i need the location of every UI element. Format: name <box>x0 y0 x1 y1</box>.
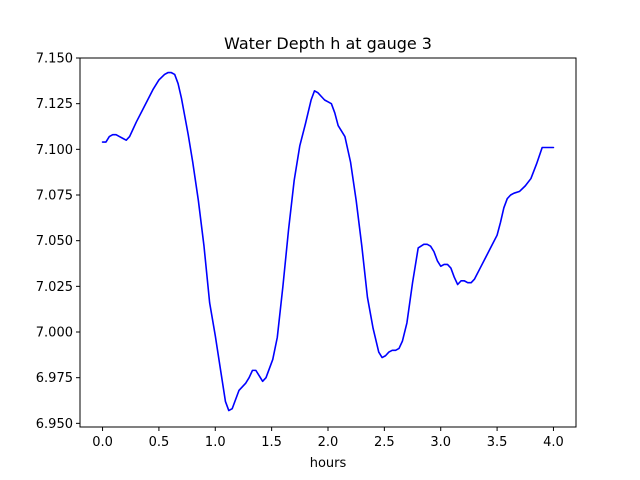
x-tick-label: 0.5 <box>149 435 170 450</box>
y-tick-label: 7.100 <box>36 143 73 158</box>
x-tick-label: 3.0 <box>430 435 451 450</box>
chart-title: Water Depth h at gauge 3 <box>224 34 432 53</box>
x-axis-label: hours <box>310 456 347 471</box>
y-tick-label: 6.975 <box>36 371 73 386</box>
y-tick-label: 7.000 <box>36 326 73 341</box>
data-series-line-1 <box>101 71 555 412</box>
y-tick-label: 7.025 <box>36 280 73 295</box>
y-tick-label: 7.050 <box>36 234 73 249</box>
x-tick-label: 2.0 <box>318 435 339 450</box>
y-tick-label: 7.075 <box>36 189 73 204</box>
x-tick-label: 0.0 <box>92 435 113 450</box>
x-tick-label: 3.5 <box>487 435 508 450</box>
y-tick-label: 7.150 <box>36 52 73 67</box>
y-tick-label: 6.950 <box>36 417 73 432</box>
y-tick-label: 7.125 <box>36 97 73 112</box>
x-tick-label: 1.5 <box>261 435 282 450</box>
x-tick-label: 4.0 <box>543 435 564 450</box>
plot-area: 0.0 0.5 1.0 1.5 2.0 2.5 3.0 3.5 4.0 6.950 6.975 7.0… <box>36 52 577 450</box>
x-tick-label: 1.0 <box>205 435 226 450</box>
x-tick-label: 2.5 <box>374 435 395 450</box>
